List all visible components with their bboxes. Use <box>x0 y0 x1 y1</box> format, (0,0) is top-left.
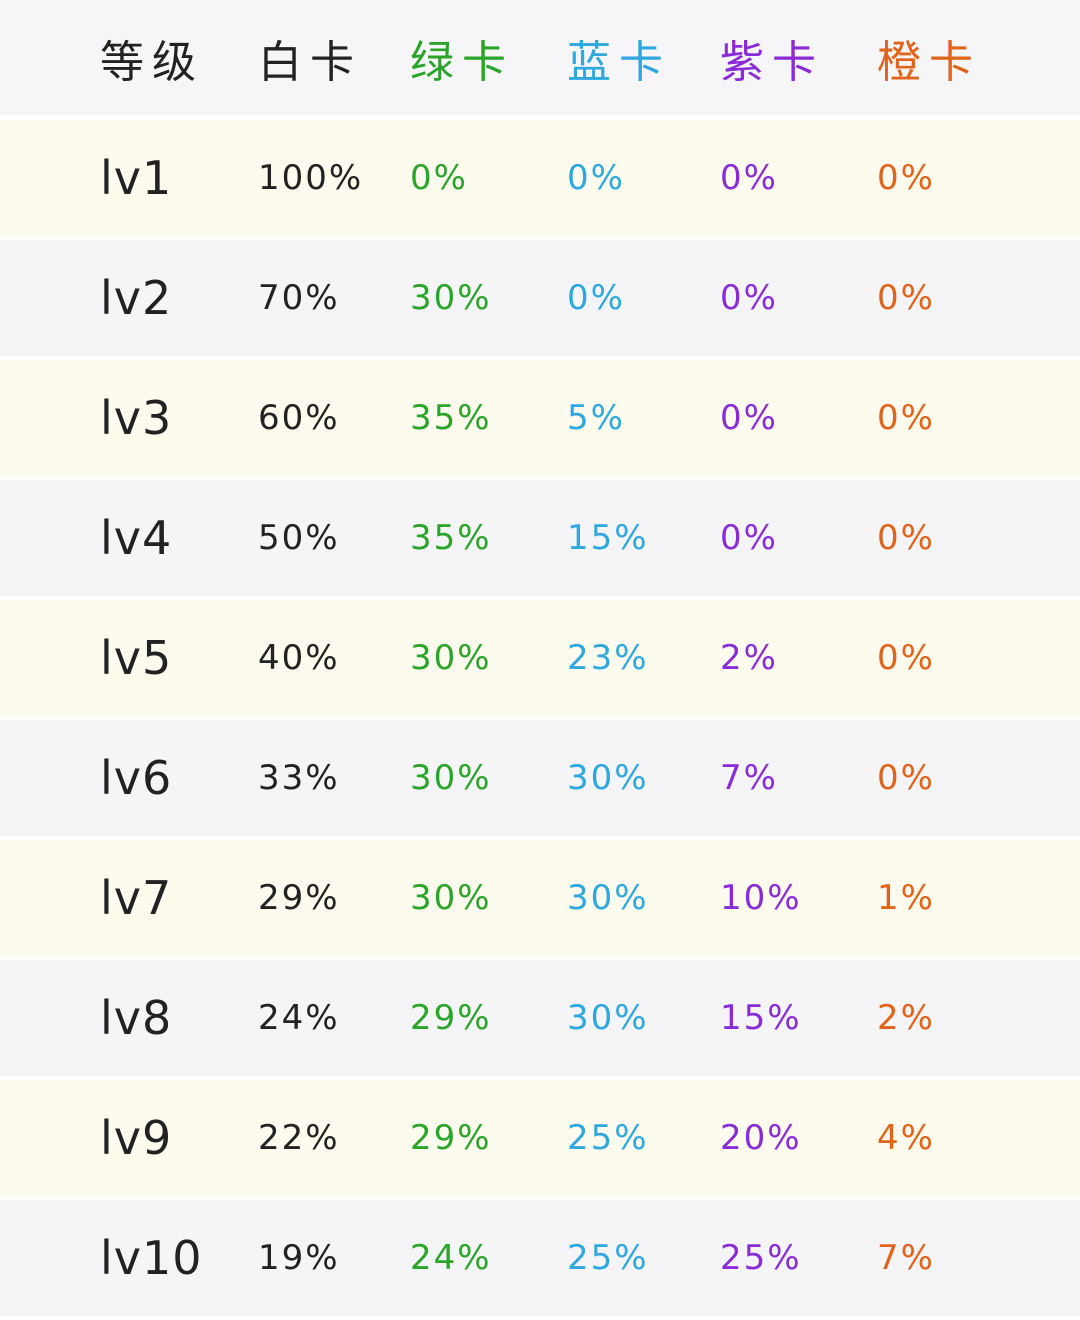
orange-card-cell: 1% <box>877 878 935 918</box>
table-header-row: 等级 白卡 绿卡 蓝卡 紫卡 橙卡 <box>0 0 1080 115</box>
white-card-cell: 29% <box>258 878 340 918</box>
purple-card-cell: 7% <box>720 758 778 798</box>
white-card-cell: 70% <box>258 278 340 318</box>
table-row: lv8 24% 29% 30% 15% 2% <box>0 960 1080 1076</box>
white-card-cell: 33% <box>258 758 340 798</box>
level-cell: lv8 <box>100 991 173 1045</box>
blue-card-cell: 0% <box>567 158 625 198</box>
purple-card-cell: 15% <box>720 998 802 1038</box>
purple-card-cell: 0% <box>720 518 778 558</box>
white-card-cell: 100% <box>258 158 364 198</box>
header-level: 等级 <box>100 36 204 88</box>
green-card-cell: 29% <box>410 998 492 1038</box>
purple-card-cell: 0% <box>720 158 778 198</box>
purple-card-cell: 20% <box>720 1118 802 1158</box>
header-green-card: 绿卡 <box>410 36 514 88</box>
blue-card-cell: 0% <box>567 278 625 318</box>
level-cell: lv6 <box>100 751 173 805</box>
white-card-cell: 40% <box>258 638 340 678</box>
level-cell: lv1 <box>100 151 173 205</box>
green-card-cell: 30% <box>410 758 492 798</box>
level-cell: lv4 <box>100 511 173 565</box>
table-row: lv10 19% 24% 25% 25% 7% <box>0 1200 1080 1316</box>
green-card-cell: 30% <box>410 278 492 318</box>
orange-card-cell: 0% <box>877 518 935 558</box>
purple-card-cell: 0% <box>720 398 778 438</box>
table-row: lv3 60% 35% 5% 0% 0% <box>0 360 1080 476</box>
level-cell: lv5 <box>100 631 173 685</box>
orange-card-cell: 0% <box>877 758 935 798</box>
orange-card-cell: 0% <box>877 158 935 198</box>
table-row: lv2 70% 30% 0% 0% 0% <box>0 240 1080 356</box>
white-card-cell: 60% <box>258 398 340 438</box>
level-cell: lv2 <box>100 271 173 325</box>
orange-card-cell: 0% <box>877 638 935 678</box>
blue-card-cell: 25% <box>567 1118 649 1158</box>
green-card-cell: 0% <box>410 158 468 198</box>
header-white-card: 白卡 <box>258 36 362 88</box>
green-card-cell: 35% <box>410 518 492 558</box>
blue-card-cell: 23% <box>567 638 649 678</box>
table-row: lv5 40% 30% 23% 2% 0% <box>0 600 1080 716</box>
purple-card-cell: 10% <box>720 878 802 918</box>
green-card-cell: 30% <box>410 638 492 678</box>
table-row: lv7 29% 30% 30% 10% 1% <box>0 840 1080 956</box>
blue-card-cell: 15% <box>567 518 649 558</box>
blue-card-cell: 5% <box>567 398 625 438</box>
table-row: lv1 100% 0% 0% 0% 0% <box>0 120 1080 236</box>
orange-card-cell: 0% <box>877 398 935 438</box>
level-cell: lv9 <box>100 1111 173 1165</box>
green-card-cell: 30% <box>410 878 492 918</box>
blue-card-cell: 30% <box>567 998 649 1038</box>
white-card-cell: 50% <box>258 518 340 558</box>
blue-card-cell: 30% <box>567 758 649 798</box>
header-purple-card: 紫卡 <box>720 36 824 88</box>
purple-card-cell: 0% <box>720 278 778 318</box>
purple-card-cell: 2% <box>720 638 778 678</box>
level-cell: lv7 <box>100 871 173 925</box>
green-card-cell: 29% <box>410 1118 492 1158</box>
white-card-cell: 22% <box>258 1118 340 1158</box>
header-orange-card: 橙卡 <box>877 36 981 88</box>
orange-card-cell: 0% <box>877 278 935 318</box>
orange-card-cell: 7% <box>877 1238 935 1278</box>
orange-card-cell: 2% <box>877 998 935 1038</box>
purple-card-cell: 25% <box>720 1238 802 1278</box>
blue-card-cell: 25% <box>567 1238 649 1278</box>
blue-card-cell: 30% <box>567 878 649 918</box>
level-cell: lv10 <box>100 1231 203 1285</box>
table-row: lv6 33% 30% 30% 7% 0% <box>0 720 1080 836</box>
level-cell: lv3 <box>100 391 173 445</box>
green-card-cell: 35% <box>410 398 492 438</box>
table-row: lv4 50% 35% 15% 0% 0% <box>0 480 1080 596</box>
orange-card-cell: 4% <box>877 1118 935 1158</box>
header-blue-card: 蓝卡 <box>567 36 671 88</box>
table-row: lv9 22% 29% 25% 20% 4% <box>0 1080 1080 1196</box>
green-card-cell: 24% <box>410 1238 492 1278</box>
white-card-cell: 24% <box>258 998 340 1038</box>
white-card-cell: 19% <box>258 1238 340 1278</box>
